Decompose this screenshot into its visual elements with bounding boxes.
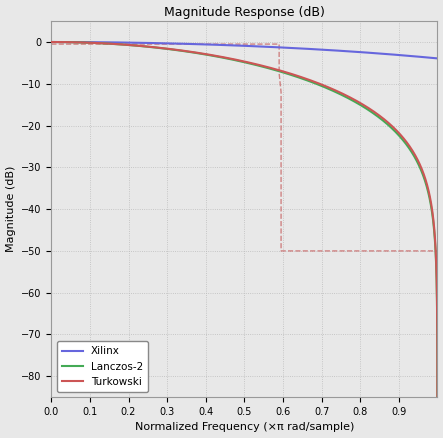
Xilinx	[404, 53, 409, 58]
Lanczos-2	[214, 54, 219, 59]
Xilinx	[232, 43, 237, 48]
Lanczos-2	[404, 142, 409, 147]
Xilinx	[49, 39, 54, 45]
Turkowski	[404, 139, 409, 145]
Xilinx	[435, 56, 440, 61]
Y-axis label: Magnitude (dB): Magnitude (dB)	[6, 166, 16, 252]
Turkowski	[329, 86, 334, 92]
Legend: Xilinx, Lanczos-2, Turkowski: Xilinx, Lanczos-2, Turkowski	[57, 341, 148, 392]
Xilinx	[214, 42, 219, 47]
Lanczos-2	[232, 57, 237, 63]
Turkowski	[211, 53, 216, 58]
Line: Lanczos-2: Lanczos-2	[51, 42, 437, 438]
Xilinx	[329, 48, 334, 53]
Lanczos-2	[423, 180, 428, 185]
X-axis label: Normalized Frequency (×π rad/sample): Normalized Frequency (×π rad/sample)	[135, 422, 354, 432]
Turkowski	[232, 57, 237, 62]
Xilinx	[423, 55, 428, 60]
Xilinx	[211, 42, 216, 47]
Turkowski	[423, 177, 428, 182]
Lanczos-2	[329, 88, 334, 93]
Title: Magnitude Response (dB): Magnitude Response (dB)	[164, 6, 325, 18]
Turkowski	[214, 53, 219, 59]
Lanczos-2	[211, 53, 216, 59]
Line: Xilinx: Xilinx	[51, 42, 437, 58]
Turkowski	[49, 39, 54, 45]
Line: Turkowski: Turkowski	[51, 42, 437, 438]
Lanczos-2	[49, 39, 54, 45]
